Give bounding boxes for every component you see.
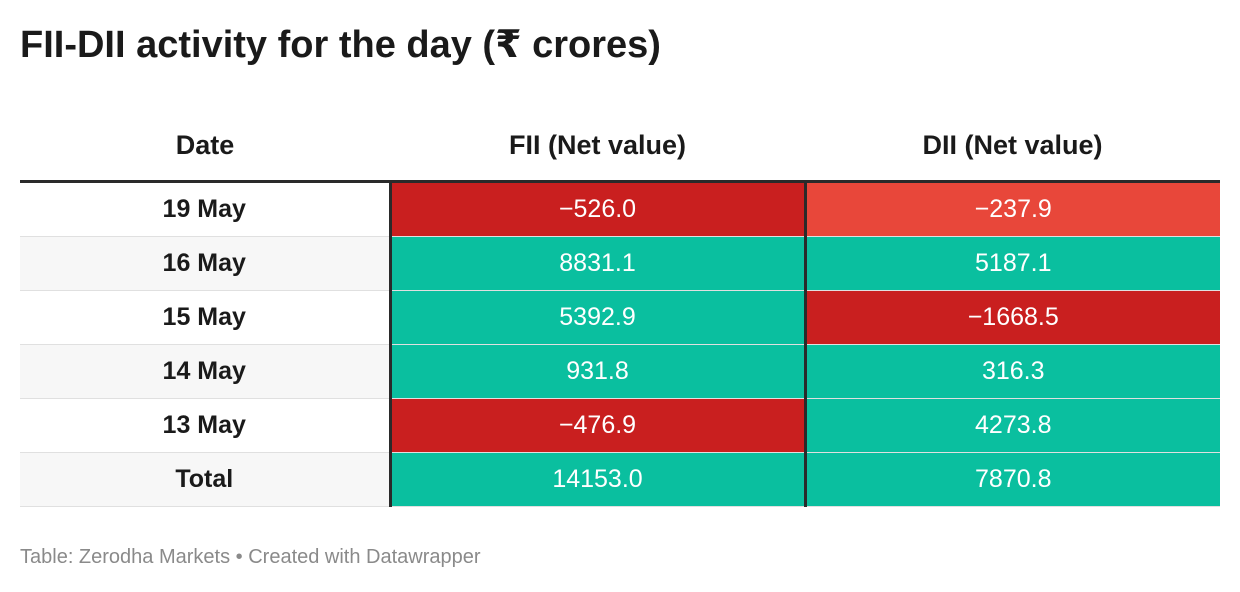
dii-value-cell: −1668.5 xyxy=(803,290,1220,345)
dii-value-cell: 5187.1 xyxy=(803,236,1220,291)
fii-value-cell: 5392.9 xyxy=(388,290,805,345)
date-cell: 14 May xyxy=(20,344,390,399)
table-row: 16 May 8831.1 5187.1 xyxy=(20,236,1220,291)
date-cell: 13 May xyxy=(20,398,390,453)
dii-value-cell: −237.9 xyxy=(803,181,1220,237)
table-row-total: Total 14153.0 7870.8 xyxy=(20,452,1220,507)
fii-value-cell: −526.0 xyxy=(388,181,805,237)
date-cell: 16 May xyxy=(20,236,390,291)
fii-value-cell: −476.9 xyxy=(388,398,805,453)
table-row: 15 May 5392.9 −1668.5 xyxy=(20,290,1220,345)
column-header-fii: FII (Net value) xyxy=(390,110,805,183)
table-row: 14 May 931.8 316.3 xyxy=(20,344,1220,399)
fii-value-cell: 931.8 xyxy=(388,344,805,399)
dii-value-cell: 316.3 xyxy=(803,344,1220,399)
table-row: 19 May −526.0 −237.9 xyxy=(20,181,1220,237)
fii-total-cell: 14153.0 xyxy=(388,452,805,507)
source-footer: Table: Zerodha Markets • Created with Da… xyxy=(20,546,481,568)
column-header-dii: DII (Net value) xyxy=(805,110,1220,183)
date-cell: 19 May xyxy=(20,181,390,237)
dii-value-cell: 4273.8 xyxy=(803,398,1220,453)
date-cell-total: Total xyxy=(20,452,390,507)
dii-total-cell: 7870.8 xyxy=(803,452,1220,507)
header-row: Date FII (Net value) DII (Net value) xyxy=(20,110,1220,183)
chart-title: FII-DII activity for the day (₹ crores) xyxy=(20,24,661,66)
table-row: 13 May −476.9 4273.8 xyxy=(20,398,1220,453)
date-cell: 15 May xyxy=(20,290,390,345)
fii-value-cell: 8831.1 xyxy=(388,236,805,291)
column-header-date: Date xyxy=(20,110,390,183)
fii-dii-table: Date FII (Net value) DII (Net value) 19 … xyxy=(20,110,1220,507)
